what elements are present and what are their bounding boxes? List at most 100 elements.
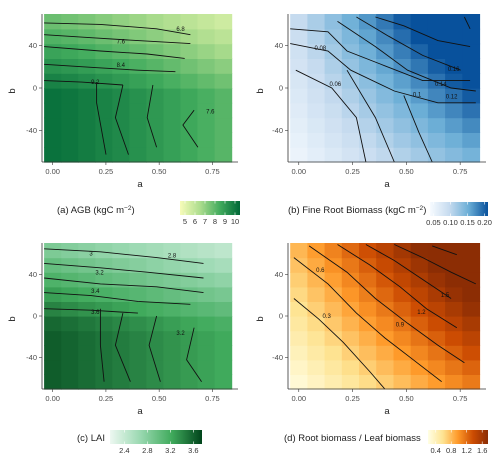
colorbar-tick-label: 2.4 [119, 446, 129, 455]
heatmap-cell [129, 359, 147, 375]
contours: 0.6 0.3 0.9 1.2 1.5 [293, 244, 476, 390]
heatmap-cell [146, 301, 164, 317]
heatmap-cell [445, 374, 463, 390]
heatmap-cell [307, 117, 326, 133]
heatmap-cell [376, 102, 394, 119]
heatmap-cell [462, 272, 481, 288]
contours: 6.8 7.6 8.4 9.2 7.6 [44, 22, 215, 155]
heatmap-cell [95, 73, 113, 89]
heatmap-cell [163, 243, 181, 259]
heatmap-cell [197, 316, 216, 332]
heatmap-cell [180, 102, 199, 119]
heatmap-cell [462, 257, 481, 273]
contour-line [44, 277, 204, 294]
heatmap-cell [129, 73, 147, 89]
heatmap-cell [359, 28, 377, 45]
heatmap-cell [393, 132, 412, 148]
heatmap-cell [197, 374, 216, 390]
heatmap-cell [61, 73, 79, 89]
heatmap-cell [324, 345, 343, 361]
heatmap-cell [112, 88, 130, 104]
heatmap-cell [163, 257, 181, 273]
colorbar [110, 430, 202, 444]
heatmap-cell [214, 286, 233, 302]
heatmap-cell [95, 58, 113, 74]
heatmap-cell [180, 117, 199, 133]
heatmap-cell [180, 73, 199, 89]
colorbar-tick-label: 0.8 [446, 446, 456, 455]
heatmap-cell [376, 301, 394, 317]
panel-3: 3 2.8 3.2 3.4 3.6 3.2 0.00 0.25 0.50 0.75 40 0 -40 a b… [7, 243, 238, 455]
heatmap-cell [341, 58, 360, 74]
heatmap-cell [427, 345, 446, 361]
contour-line [394, 244, 476, 285]
heatmap-cell [146, 102, 164, 119]
heatmap-cell [163, 102, 181, 119]
heatmap-cell [61, 301, 79, 317]
x-tick-label: 0.75 [205, 394, 220, 403]
contour-line [44, 22, 191, 36]
heatmap-cell [341, 28, 360, 45]
x-axis-title: a [384, 406, 390, 417]
heatmap-cell [427, 316, 446, 332]
heatmap-cell [462, 345, 481, 361]
heatmap-cell [427, 88, 446, 104]
heatmap-cells [44, 243, 233, 390]
heatmap-cell [180, 272, 199, 288]
heatmap-cell [180, 147, 199, 163]
heatmap-cell [462, 132, 481, 148]
contour-label: 2.8 [168, 254, 177, 260]
heatmap-cell [462, 301, 481, 317]
heatmap-cell [324, 316, 343, 332]
heatmap-cell [163, 330, 181, 346]
colorbar-tick-label: 5 [183, 217, 187, 226]
contour-label: 0.14 [435, 82, 447, 88]
heatmap-cell [180, 345, 199, 361]
heatmap-cell [146, 286, 164, 302]
panel-caption: (b) Fine Root Biomass (kgC m−2) [288, 205, 426, 216]
caption-text: (d) Root biomass / Leaf biomass [284, 433, 421, 444]
heatmap-cell [341, 374, 360, 390]
contour-line [308, 245, 465, 364]
heatmap-cell [341, 73, 360, 89]
caption-text: (c) LAI [77, 433, 105, 444]
heatmap-cell [197, 43, 216, 59]
heatmap-cell [112, 28, 130, 45]
heatmap-cell [376, 286, 394, 302]
heatmap-cell [78, 132, 96, 148]
x-tick-label: 0.00 [291, 394, 306, 403]
axes: 0.00 0.25 0.50 0.75 40 0 -40 a b [255, 14, 486, 190]
heatmap-cell [197, 117, 216, 133]
heatmap-cell [324, 43, 343, 59]
heatmap-cell [112, 132, 130, 148]
heatmap-cell [44, 374, 62, 390]
x-tick-label: 0.75 [205, 167, 220, 176]
heatmap-cell [376, 359, 394, 375]
heatmap-cell [78, 316, 96, 332]
heatmap-cell [359, 58, 377, 74]
heatmap-cell [180, 330, 199, 346]
heatmap-cell [376, 243, 394, 259]
heatmap-cell [163, 43, 181, 59]
heatmap-cell [307, 14, 326, 30]
heatmap-cell [307, 345, 326, 361]
heatmap-cell [214, 243, 233, 259]
heatmap-cell [112, 316, 130, 332]
heatmap-cell [214, 272, 233, 288]
heatmap-cell [427, 117, 446, 133]
heatmap-cell [214, 257, 233, 273]
contour-label: 7.6 [117, 40, 126, 46]
x-tick-label: 0.25 [345, 167, 360, 176]
heatmap-cell [214, 330, 233, 346]
heatmap-cell [163, 286, 181, 302]
heatmap-cell [393, 147, 412, 163]
heatmap-cell [95, 132, 113, 148]
colorbar-legend: 0.05 0.10 0.15 0.20 [426, 202, 492, 227]
heatmap-cell [197, 14, 216, 30]
caption-superscript: −2 [124, 205, 132, 212]
contour-line [403, 95, 433, 163]
heatmap-cell [290, 88, 308, 104]
heatmap-cell [290, 330, 308, 346]
axes: 0.00 0.25 0.50 0.75 40 0 -40 a b [255, 243, 486, 417]
heatmap-cell [146, 132, 164, 148]
